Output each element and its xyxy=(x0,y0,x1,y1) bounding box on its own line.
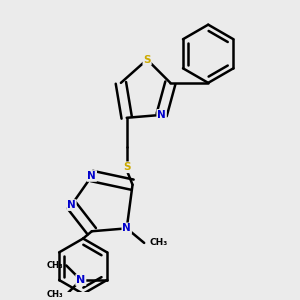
Text: CH₃: CH₃ xyxy=(150,238,168,247)
Text: N: N xyxy=(157,110,166,120)
Text: S: S xyxy=(123,162,130,172)
Text: N: N xyxy=(87,171,96,181)
Text: N: N xyxy=(67,200,76,210)
Text: CH₃: CH₃ xyxy=(47,261,63,270)
Text: N: N xyxy=(122,224,131,233)
Text: N: N xyxy=(76,275,86,285)
Text: S: S xyxy=(143,55,151,64)
Text: CH₃: CH₃ xyxy=(47,290,63,299)
